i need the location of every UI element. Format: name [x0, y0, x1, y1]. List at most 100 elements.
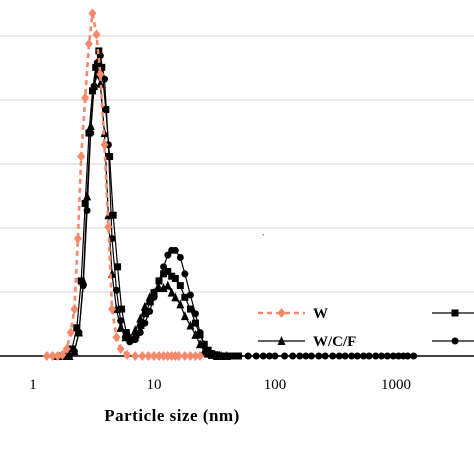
circle-data-point: [79, 282, 87, 290]
diamond-data-point: [123, 349, 132, 360]
square-data-point: [164, 268, 172, 276]
legend: W W/C/F: [258, 306, 474, 350]
square-data-point: [92, 63, 100, 71]
circle-data-point: [87, 129, 95, 137]
circle-data-point: [252, 352, 260, 360]
triangle-data-point: [159, 282, 168, 292]
circle-data-point: [155, 277, 163, 285]
circle-data-point: [315, 352, 323, 360]
diamond-data-point: [62, 343, 71, 354]
circle-data-point: [259, 352, 267, 360]
x-tick-label: 1000: [381, 377, 411, 393]
square-data-point: [181, 293, 189, 301]
diamond-data-point: [70, 304, 79, 315]
diamond-data-point: [174, 351, 183, 361]
square-data-point: [81, 199, 89, 207]
circle-data-point: [160, 263, 168, 271]
circle-data-point: [321, 352, 329, 360]
diamond-data-point: [81, 92, 90, 103]
diamond-data-point: [144, 351, 153, 361]
circle-data-point: [217, 352, 225, 360]
diamond-data-point: [92, 29, 101, 40]
diamond-data-point: [66, 327, 75, 338]
series-circle-4: [223, 352, 418, 360]
square-data-point: [77, 277, 85, 285]
diamond-data-point: [196, 351, 205, 361]
diamond-data-point: [96, 69, 105, 80]
circle-data-point: [404, 352, 412, 360]
circle-data-point: [126, 338, 134, 346]
circle-data-point: [410, 352, 418, 360]
legend-entry: [432, 309, 474, 317]
diamond-data-point: [58, 349, 67, 360]
circle-data-point: [353, 352, 361, 360]
square-data-point: [160, 270, 168, 278]
diamond-data-point: [180, 351, 189, 361]
circle-data-point: [75, 329, 83, 337]
series-diamond-0: [42, 8, 205, 361]
circle-data-point: [171, 246, 179, 254]
circle-data-point: [141, 319, 149, 327]
square-data-point: [114, 263, 122, 271]
triangle-data-point: [140, 301, 149, 311]
diamond-data-point: [150, 351, 158, 361]
circle-data-point: [83, 207, 91, 215]
circle-data-point: [150, 293, 158, 301]
diamond-data-point: [88, 8, 97, 19]
series-line: [46, 13, 200, 358]
square-data-point: [73, 324, 81, 332]
legend-circle-marker: [451, 337, 459, 345]
circle-data-point: [329, 352, 337, 360]
x-tick-label: 100: [264, 377, 287, 393]
diamond-data-point: [73, 233, 82, 244]
circle-data-point: [191, 310, 199, 318]
square-data-point: [150, 289, 158, 297]
diamond-data-point: [159, 351, 168, 361]
series-circle-3: [60, 52, 237, 360]
diamond-data-point: [131, 351, 140, 361]
circle-data-point: [335, 352, 343, 360]
series-layer: [42, 8, 418, 361]
diamond-data-point: [138, 351, 147, 361]
square-data-point: [98, 63, 106, 71]
circle-data-point: [117, 317, 125, 325]
diamond-data-point: [104, 221, 113, 232]
diamond-data-point: [112, 332, 121, 343]
circle-data-point: [113, 286, 121, 294]
square-data-point: [168, 272, 176, 280]
square-data-point: [186, 305, 194, 313]
diamond-data-point: [77, 151, 86, 162]
circle-data-point: [281, 352, 289, 360]
square-data-point: [141, 310, 149, 318]
triangle-data-point: [176, 299, 185, 309]
triangle-data-point: [136, 313, 145, 323]
circle-data-point: [289, 352, 297, 360]
circle-data-point: [341, 352, 349, 360]
diamond-data-point: [100, 139, 109, 150]
stray-mark: `: [262, 233, 265, 242]
triangle-data-point: [96, 78, 105, 88]
circle-data-point: [121, 333, 129, 341]
square-data-point: [171, 275, 179, 283]
diamond-data-point: [42, 351, 51, 361]
legend-label: W/C/F: [313, 334, 356, 350]
circle-data-point: [136, 329, 144, 337]
square-data-point: [137, 321, 145, 329]
diamond-data-point: [48, 351, 57, 361]
circle-data-point: [229, 352, 237, 360]
square-data-point: [109, 211, 117, 219]
circle-data-point: [378, 352, 386, 360]
diamond-data-point: [186, 351, 195, 361]
circle-data-point: [101, 75, 109, 83]
triangle-data-point: [167, 287, 176, 297]
diamond-data-point: [191, 351, 200, 361]
x-axis-title: Particle size (nm): [104, 406, 240, 425]
legend-square-marker: [451, 309, 459, 317]
square-data-point: [146, 298, 154, 306]
circle-data-point: [244, 352, 252, 360]
legend-entry: W/C/F: [258, 334, 356, 350]
legend-triangle-marker: [277, 336, 286, 345]
triangle-data-point: [163, 280, 172, 290]
gridlines: [0, 35, 474, 293]
